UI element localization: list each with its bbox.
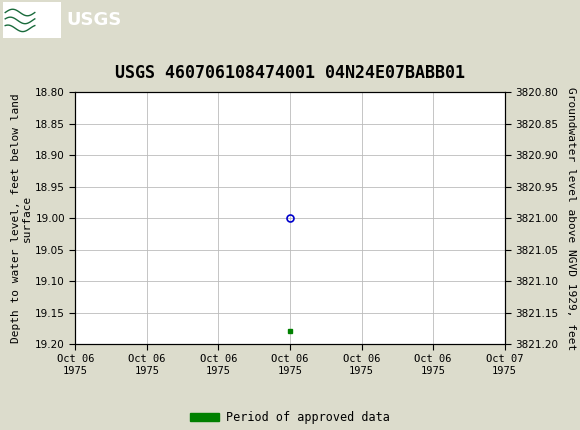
Legend: Period of approved data: Period of approved data: [185, 406, 395, 429]
Bar: [3, 3, 61, 38]
Text: USGS 460706108474001 04N24E07BABB01: USGS 460706108474001 04N24E07BABB01: [115, 64, 465, 82]
Text: USGS: USGS: [67, 12, 122, 29]
Y-axis label: Groundwater level above NGVD 1929, feet: Groundwater level above NGVD 1929, feet: [567, 86, 577, 350]
Y-axis label: Depth to water level, feet below land
surface: Depth to water level, feet below land su…: [11, 93, 32, 343]
